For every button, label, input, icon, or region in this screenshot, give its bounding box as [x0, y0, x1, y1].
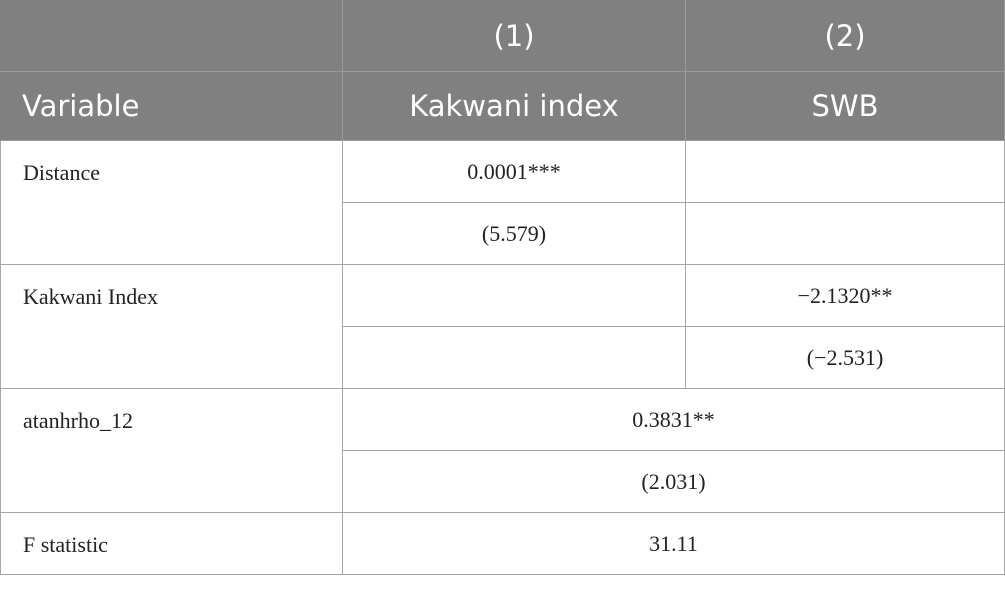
variable-cell: F statistic — [0, 513, 343, 575]
tstat-cell: (2.031) — [343, 451, 1005, 513]
header-variable: Variable — [0, 72, 343, 141]
empty-cell — [686, 203, 1005, 265]
tstat-cell: (−2.531) — [686, 327, 1005, 389]
coef-cell: −2.1320** — [686, 265, 1005, 327]
empty-cell — [343, 327, 686, 389]
coef-cell: 0.3831** — [343, 389, 1005, 451]
header-number: (1) — [343, 0, 686, 72]
header-cell — [0, 0, 343, 72]
coef-cell: 0.0001*** — [343, 141, 686, 203]
variable-cell: atanhrho_12 — [0, 389, 343, 513]
stat-cell: 31.11 — [343, 513, 1005, 575]
empty-cell — [686, 141, 1005, 203]
empty-cell — [343, 265, 686, 327]
header-label: SWB — [686, 72, 1005, 141]
tstat-cell: (5.579) — [343, 203, 686, 265]
header-label: Kakwani index — [343, 72, 686, 141]
header-number: (2) — [686, 0, 1005, 72]
variable-cell: Kakwani Index — [0, 265, 343, 389]
variable-cell: Distance — [0, 141, 343, 265]
